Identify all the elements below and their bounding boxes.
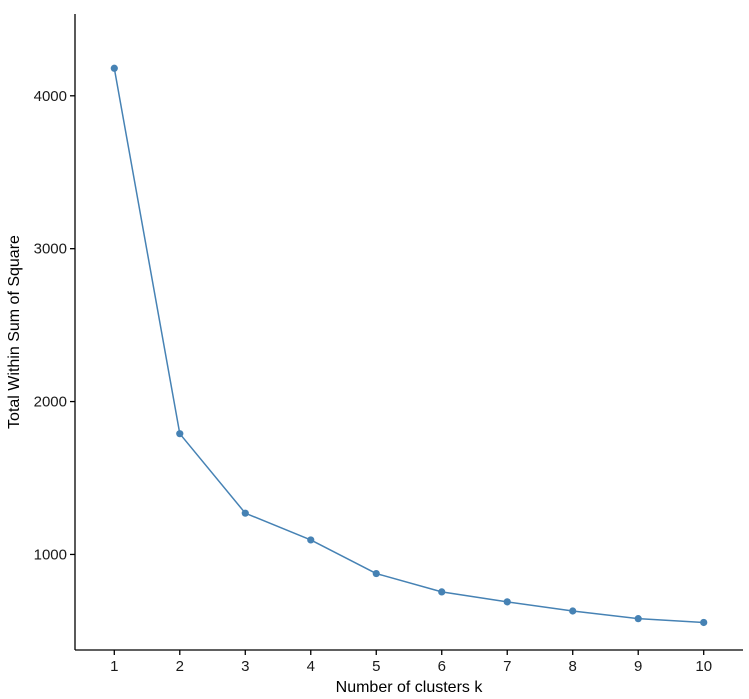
- data-point: [634, 615, 642, 623]
- x-tick-label: 8: [569, 658, 577, 675]
- data-point: [110, 64, 118, 72]
- axes-layer: [74, 14, 743, 651]
- data-point: [569, 607, 577, 615]
- x-tick-label: 3: [241, 658, 249, 675]
- y-axis-title: Total Within Sum of Square: [6, 235, 23, 429]
- x-tick-label: 9: [634, 658, 642, 675]
- points-layer: [110, 64, 708, 627]
- series-line: [113, 68, 704, 624]
- x-tick-label: 1: [110, 658, 118, 675]
- data-point: [700, 618, 708, 627]
- series-layer: [110, 64, 708, 627]
- data-point: [438, 588, 446, 596]
- x-tick-label: 10: [695, 658, 712, 675]
- x-ticks-layer: 1 2 3 4 5 6 7 8 9 10: [110, 650, 712, 675]
- y-tick-label: 3000: [34, 241, 67, 258]
- x-tick-label: 2: [176, 658, 184, 675]
- x-tick-label: 6: [438, 658, 446, 675]
- x-tick-label: 4: [307, 658, 315, 675]
- y-tick-label: 4000: [34, 88, 67, 105]
- data-point: [176, 430, 184, 438]
- data-point: [503, 598, 511, 606]
- x-axis-title: Number of clusters k: [336, 679, 484, 696]
- data-point: [241, 509, 249, 517]
- y-tick-label: 2000: [34, 394, 67, 411]
- x-tick-label: 5: [372, 658, 380, 675]
- data-point: [307, 536, 315, 544]
- x-tick-label: 7: [503, 658, 511, 675]
- data-point: [372, 569, 380, 578]
- y-ticks-layer: 1000 2000 3000 4000: [34, 88, 75, 563]
- y-tick-label: 1000: [34, 546, 67, 563]
